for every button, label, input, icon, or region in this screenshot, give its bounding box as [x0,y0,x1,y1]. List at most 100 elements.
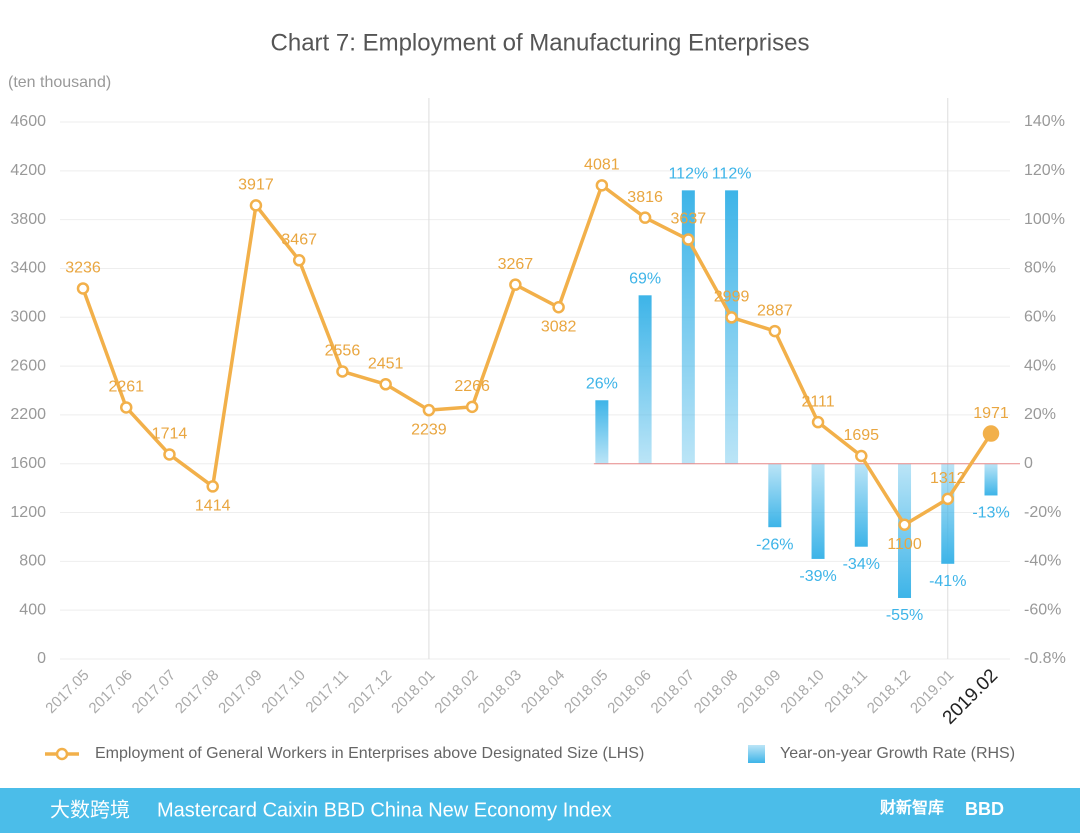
x-tick-label: 2018.06 [604,667,654,717]
line-marker [982,425,1000,442]
legend-label: Employment of General Workers in Enterpr… [95,745,644,762]
y2-tick-label: 80% [1024,260,1056,277]
line-value-label: 3267 [498,256,534,273]
line-marker [465,400,479,414]
line-value-label: 2266 [454,378,490,395]
y-tick-label: 0 [37,650,46,667]
line-marker [898,518,911,531]
line-marker [76,282,90,295]
footer-title: Mastercard Caixin BBD China New Economy … [157,799,612,821]
line-value-label: 3467 [281,231,317,248]
line-marker [292,254,306,267]
line-marker [509,278,522,291]
bar [595,400,609,464]
y2-tick-label: 0 [1024,455,1033,472]
x-tick-label: 2018.12 [864,667,914,717]
line-marker [336,365,349,378]
line-value-label: 4081 [584,157,620,174]
line-value-label: 2556 [325,343,361,360]
x-tick-label: 2017.07 [129,667,179,717]
footer-logo: 财新智库 [879,798,944,817]
footer-logo: BBD [965,799,1004,819]
line-value-label: 2261 [108,379,144,396]
legend-marker [55,747,69,761]
line-marker [941,492,955,506]
x-tick-label: 2018.04 [518,667,568,717]
x-tick-label: 2018.10 [777,667,827,717]
line-marker [682,233,695,246]
y-tick-label: 3800 [10,211,46,228]
x-tick-label: 2017.10 [258,667,308,717]
footer-logo: 大数跨境 [50,798,130,821]
line-marker [638,211,652,224]
bar [984,463,998,496]
y-tick-label: 3000 [10,308,46,325]
x-tick-label: 2017.12 [345,667,395,717]
y2-tick-label: 20% [1024,406,1056,423]
legend-label: Year-on-year Growth Rate (RHS) [780,745,1015,762]
line-value-label: 2239 [411,421,447,438]
line-marker [811,415,825,429]
y2-tick-label: 120% [1024,162,1065,179]
x-tick-label: 2017.06 [86,667,136,717]
y2-tick-label: -0.8% [1024,650,1066,667]
line-value-label: 1714 [152,426,188,443]
y-tick-label: 4600 [10,113,46,130]
y-tick-label: 1600 [10,455,46,472]
y2-tick-label: 40% [1024,357,1056,374]
line-value-label: 3236 [65,260,101,277]
line-value-label: 2451 [368,355,404,372]
line-marker [163,448,176,461]
footer-band [0,788,1080,833]
chart-title: Chart 7: Employment of Manufacturing Ent… [271,29,810,56]
line-value-label: 2887 [757,302,793,319]
line-marker [379,378,392,391]
y2-tick-label: -20% [1024,504,1061,521]
x-tick-label: 2018.05 [561,667,611,717]
x-tick-label: 2018.03 [475,667,525,717]
bar-value-label: -34% [843,556,880,573]
line-marker [552,301,565,314]
y-axis-label: (ten thousand) [8,74,111,91]
y2-tick-label: 140% [1024,113,1065,130]
y-tick-label: 3400 [10,260,46,277]
line-marker [768,324,782,338]
line-value-label: 1695 [843,427,879,444]
bar [768,463,782,528]
y-tick-label: 2200 [10,406,46,423]
y2-tick-label: -60% [1024,601,1061,618]
line [81,183,993,527]
bar [811,463,825,559]
line-marker [206,480,219,493]
bar-value-label: -41% [929,573,966,590]
line-value-label: 3082 [541,318,577,335]
bar-value-label: -13% [972,505,1009,522]
bar-value-label: 69% [629,271,661,288]
line-marker [422,403,436,417]
line-marker [725,311,738,324]
line-value-label: 1414 [195,498,231,515]
line-marker [855,449,868,463]
y2-tick-label: 100% [1024,211,1065,228]
y-tick-label: 400 [19,601,46,618]
x-tick-label: 2018.07 [648,667,698,717]
y-tick-label: 800 [19,553,46,570]
bar [681,190,695,464]
y2-tick-label: -40% [1024,553,1061,570]
bar [725,190,739,464]
bar-value-label: 26% [586,375,618,392]
y-tick-label: 1200 [10,504,46,521]
bar-value-label: 112% [668,166,708,183]
x-tick-label: 2017.11 [302,667,352,717]
line-value-label: 1100 [887,536,922,553]
x-tick-label: 2017.05 [42,667,92,717]
x-tick-label: 2018.08 [691,667,741,717]
line-value-label: 1971 [973,405,1009,422]
x-tick-label: 2017.09 [215,667,265,717]
line-value-label: 3816 [627,189,663,206]
line-value-label: 2111 [801,393,834,410]
x-tick-label: 2018.01 [388,667,438,717]
x-tick-label: 2018.02 [431,667,481,717]
x-tick-label: 2018.11 [821,667,871,717]
